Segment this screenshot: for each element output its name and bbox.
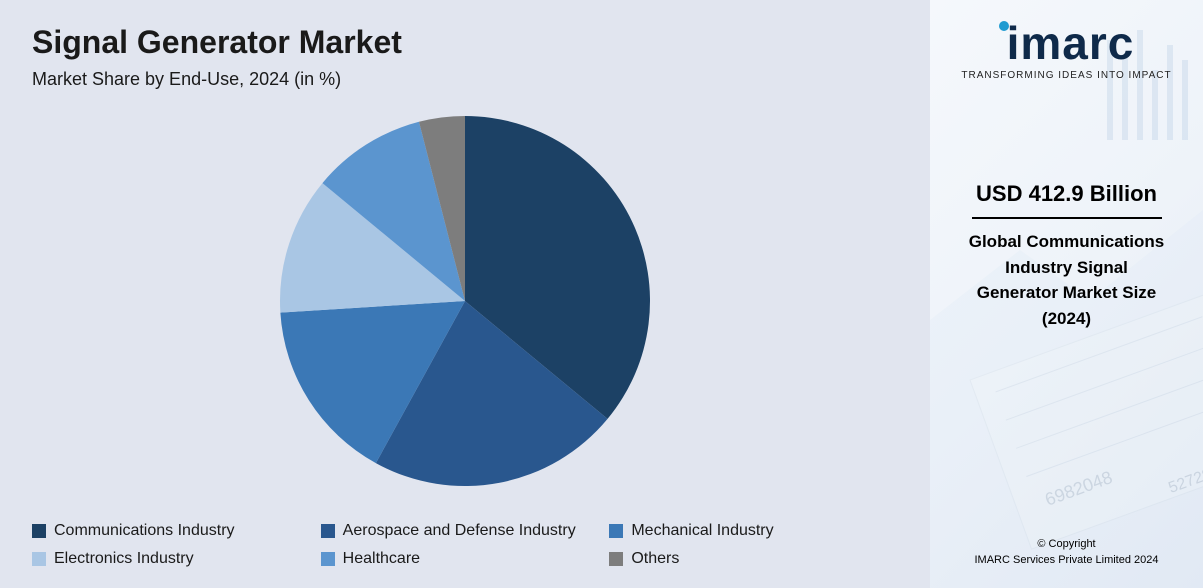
legend-label: Aerospace and Defense Industry — [343, 522, 576, 540]
legend-swatch — [609, 552, 623, 566]
legend-swatch — [609, 524, 623, 538]
copyright: © Copyright IMARC Services Private Limit… — [950, 537, 1183, 568]
legend-row: Communications Industry Aerospace and Def… — [32, 522, 898, 540]
legend-swatch — [321, 524, 335, 538]
legend-item: Electronics Industry — [32, 550, 321, 568]
legend-item: Aerospace and Defense Industry — [321, 522, 610, 540]
legend-item: Communications Industry — [32, 522, 321, 540]
pie-chart — [260, 96, 670, 506]
logo-text: imarc — [1007, 17, 1135, 69]
legend-item: Healthcare — [321, 550, 610, 568]
legend: Communications Industry Aerospace and Def… — [32, 512, 898, 572]
legend-label: Others — [631, 550, 679, 568]
main-panel: Signal Generator Market Market Share by … — [0, 0, 930, 588]
legend-swatch — [32, 524, 46, 538]
legend-row: Electronics Industry Healthcare Others — [32, 550, 898, 568]
stat-block: USD 412.9 Billion Global Communications … — [950, 181, 1183, 331]
chart-title: Signal Generator Market — [32, 24, 898, 61]
legend-swatch — [321, 552, 335, 566]
copyright-line1: © Copyright — [950, 537, 1183, 552]
chart-subtitle: Market Share by End-Use, 2024 (in %) — [32, 69, 898, 90]
legend-swatch — [32, 552, 46, 566]
page-root: Signal Generator Market Market Share by … — [0, 0, 1203, 588]
legend-label: Communications Industry — [54, 522, 235, 540]
legend-label: Electronics Industry — [54, 550, 194, 568]
sidebar-content: imarc TRANSFORMING IDEAS INTO IMPACT USD… — [950, 20, 1183, 568]
stat-divider — [972, 217, 1162, 219]
brand-logo: imarc TRANSFORMING IDEAS INTO IMPACT — [950, 20, 1183, 81]
copyright-line2: IMARC Services Private Limited 2024 — [950, 553, 1183, 568]
legend-item: Others — [609, 550, 898, 568]
pie-chart-area — [32, 90, 898, 512]
legend-label: Mechanical Industry — [631, 522, 773, 540]
stat-description: Global Communications Industry Signal Ge… — [967, 229, 1167, 331]
legend-label: Healthcare — [343, 550, 420, 568]
legend-item: Mechanical Industry — [609, 522, 898, 540]
sidebar-panel: 6982048 52728 imarc TRANSFORMING IDEAS I… — [930, 0, 1203, 588]
stat-value: USD 412.9 Billion — [950, 181, 1183, 207]
logo-tagline: TRANSFORMING IDEAS INTO IMPACT — [950, 70, 1183, 81]
